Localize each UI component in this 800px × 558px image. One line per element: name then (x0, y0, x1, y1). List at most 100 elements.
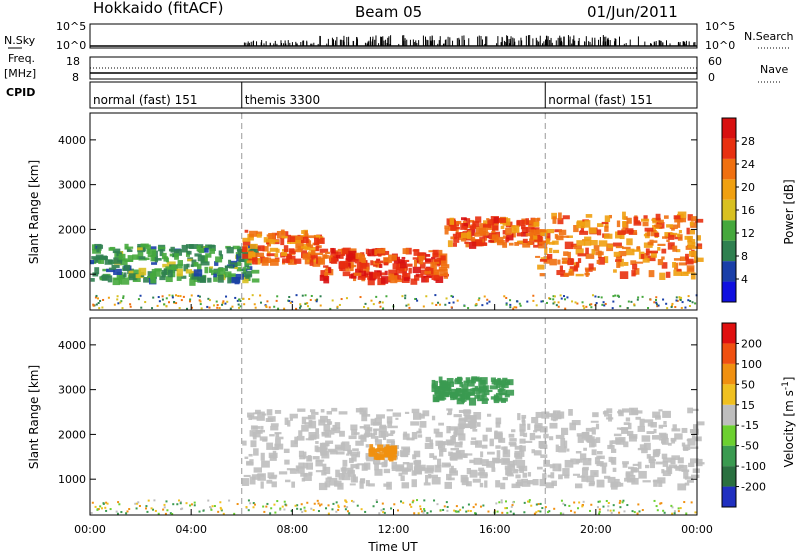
data-cell (481, 463, 490, 467)
x-tick-label: 16:00 (479, 523, 511, 536)
data-cell (466, 481, 472, 487)
data-cell (167, 301, 170, 304)
data-cell (128, 273, 137, 281)
data-cell (281, 505, 284, 508)
data-cell (252, 432, 257, 440)
data-cell (151, 262, 158, 265)
data-cell (397, 509, 400, 512)
data-cell (382, 508, 385, 511)
colorbar-swatch (722, 363, 736, 385)
data-cell (623, 441, 629, 448)
data-cell (605, 499, 608, 502)
nsky-trace (90, 35, 697, 47)
data-cell (359, 296, 362, 299)
data-cell (390, 507, 393, 510)
data-cell (644, 419, 654, 423)
data-cell (455, 505, 458, 508)
data-cell (381, 502, 384, 505)
data-cell (290, 236, 296, 243)
data-cell (399, 261, 407, 269)
data-cell (422, 410, 430, 417)
data-cell (527, 500, 530, 503)
data-cell (508, 242, 514, 246)
data-cell (224, 271, 232, 278)
data-cell (434, 390, 439, 393)
data-cell (505, 227, 512, 236)
data-cell (144, 301, 147, 304)
data-cell (299, 303, 302, 306)
data-cell (386, 439, 395, 444)
data-cell (613, 251, 621, 257)
data-cell (505, 379, 514, 386)
data-cell (269, 512, 272, 515)
data-cell (408, 306, 411, 309)
data-cell (547, 511, 550, 514)
data-cell (477, 394, 485, 402)
data-cell (342, 248, 350, 255)
data-cell (275, 248, 280, 253)
data-cell (571, 420, 581, 426)
data-cell (595, 302, 598, 305)
data-cell (579, 453, 587, 461)
data-cell (330, 450, 338, 455)
data-cell (271, 481, 277, 488)
data-cell (177, 263, 183, 269)
data-cell (321, 450, 330, 459)
data-cell (96, 247, 100, 253)
data-cell (373, 422, 381, 425)
data-cell (175, 294, 178, 297)
data-cell (236, 267, 243, 272)
data-cell (295, 241, 304, 249)
cpid-segment-label: normal (fast) 151 (548, 93, 652, 107)
data-cell (414, 297, 417, 300)
data-cell (677, 483, 687, 491)
data-cell (431, 379, 436, 388)
data-cell (500, 499, 503, 502)
data-cell (334, 427, 341, 434)
data-cell (251, 269, 260, 274)
data-cell (574, 301, 577, 304)
data-cell (581, 503, 584, 506)
data-cell (194, 253, 202, 257)
data-cell (329, 307, 332, 310)
data-cell (446, 473, 452, 481)
data-cell (564, 459, 574, 468)
data-cell (520, 232, 528, 237)
data-cell (612, 509, 615, 512)
data-cell (350, 464, 359, 469)
data-cell (249, 243, 258, 249)
data-cell (346, 510, 349, 513)
data-cell (315, 252, 324, 256)
data-cell (314, 299, 317, 302)
data-cell (339, 260, 349, 269)
data-cell (667, 466, 673, 475)
data-cell (283, 307, 286, 310)
data-cell (533, 450, 542, 456)
data-cell (117, 259, 123, 263)
data-cell (611, 307, 614, 310)
data-cell (413, 249, 420, 256)
data-cell (589, 481, 595, 485)
data-cell (275, 432, 280, 437)
data-cell (154, 509, 157, 512)
data-cell (548, 241, 555, 245)
data-cell (289, 413, 298, 419)
data-cell (642, 480, 651, 483)
data-cell (458, 418, 466, 425)
data-cell (674, 306, 677, 309)
data-cell (368, 249, 376, 257)
data-cell (577, 435, 584, 443)
data-cell (259, 301, 262, 304)
data-cell (380, 276, 389, 284)
data-cell (399, 450, 409, 457)
data-cell (691, 242, 696, 250)
data-cell (597, 295, 600, 298)
data-cell (478, 228, 483, 234)
data-cell (328, 421, 333, 425)
data-cell (645, 248, 650, 256)
data-cell (509, 438, 517, 442)
data-cell (115, 510, 118, 513)
data-cell (614, 294, 617, 297)
data-cell (598, 508, 601, 511)
data-cell (455, 232, 464, 238)
